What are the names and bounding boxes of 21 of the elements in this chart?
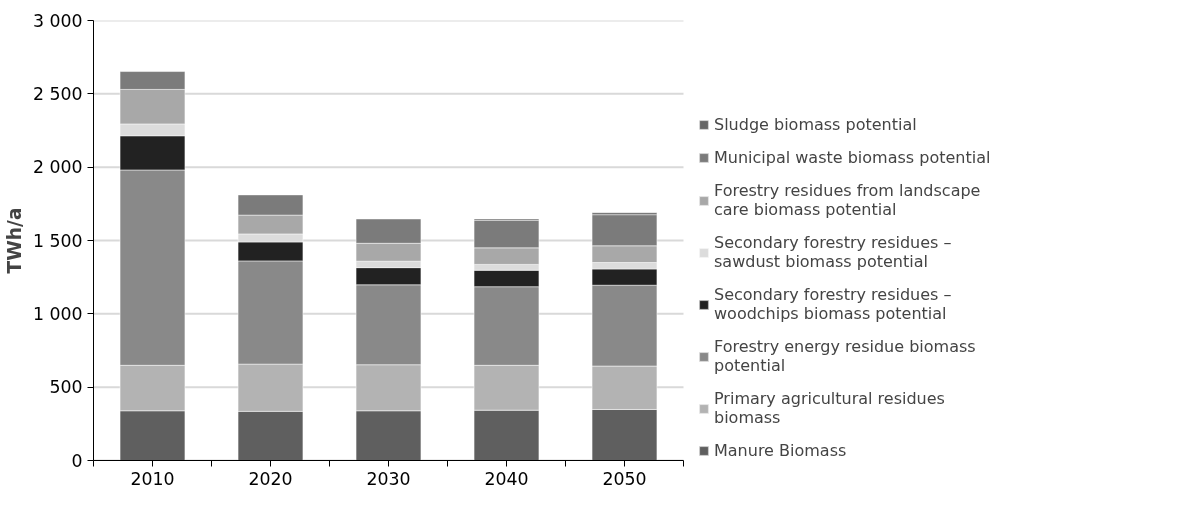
y-tick-label: 2 500 [32, 83, 83, 104]
y-axis-title: TWh/a [3, 207, 25, 274]
legend-label: Primary agricultural residues biomass [714, 389, 945, 427]
x-tick-label: 2020 [248, 468, 293, 489]
x-tick-label: 2050 [602, 468, 647, 489]
x-tick-label: 2040 [484, 468, 529, 489]
x-tick-label: 2010 [130, 468, 175, 489]
y-tick-label: 3 000 [32, 10, 83, 31]
y-tick-label: 1 500 [32, 230, 83, 251]
y-tick-label: 500 [49, 377, 83, 398]
legend-label: Forestry energy residue biomass potential [714, 337, 976, 375]
legend-label: Secondary forestry residues – woodchips biomass potential [714, 285, 952, 323]
legend-label: Forestry residues from landscape care biomass potential [714, 181, 981, 219]
legend-label: Sludge biomass potential [714, 115, 917, 134]
legend-label: Manure Biomass [714, 441, 847, 460]
legend-label: Municipal waste biomass potential [714, 148, 991, 167]
y-tick-label: 2 000 [32, 157, 83, 178]
legend-label: Secondary forestry residues – sawdust biomass potential [714, 233, 952, 271]
x-tick-label: 2030 [366, 468, 411, 489]
y-tick-label: 1 000 [32, 303, 83, 324]
y-tick-label: 0 [71, 450, 83, 471]
